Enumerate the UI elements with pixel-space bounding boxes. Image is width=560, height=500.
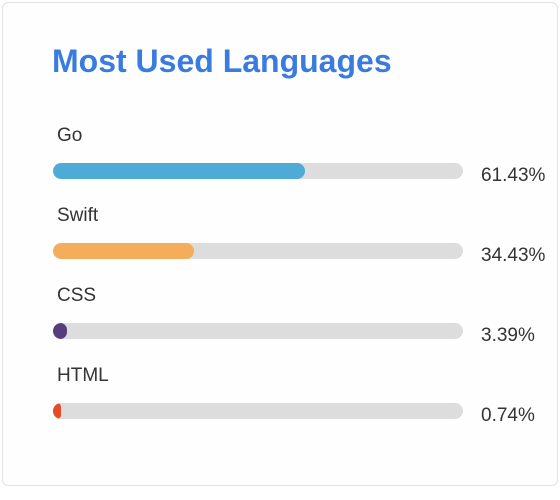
progress-fill — [53, 243, 195, 259]
language-name: HTML — [57, 365, 109, 386]
progress-fill — [53, 403, 61, 419]
language-row-html: HTML 0.74% — [3, 365, 560, 435]
progress-track — [53, 243, 463, 259]
languages-card: Most Used Languages Go 61.43% Swift 34.4… — [2, 2, 558, 486]
progress-track — [53, 323, 463, 339]
language-percent: 34.43% — [481, 245, 546, 266]
language-percent: 0.74% — [481, 405, 535, 426]
progress-track — [53, 403, 463, 419]
language-name: CSS — [57, 285, 97, 306]
language-percent: 3.39% — [481, 325, 535, 346]
language-row-go: Go 61.43% — [3, 125, 560, 195]
language-row-css: CSS 3.39% — [3, 285, 560, 355]
progress-fill — [53, 323, 67, 339]
progress-fill — [53, 163, 305, 179]
language-percent: 61.43% — [481, 165, 546, 186]
card-title: Most Used Languages — [52, 43, 392, 79]
language-row-swift: Swift 34.43% — [3, 205, 560, 275]
language-name: Swift — [57, 205, 99, 226]
progress-track — [53, 163, 463, 179]
language-name: Go — [57, 125, 83, 146]
